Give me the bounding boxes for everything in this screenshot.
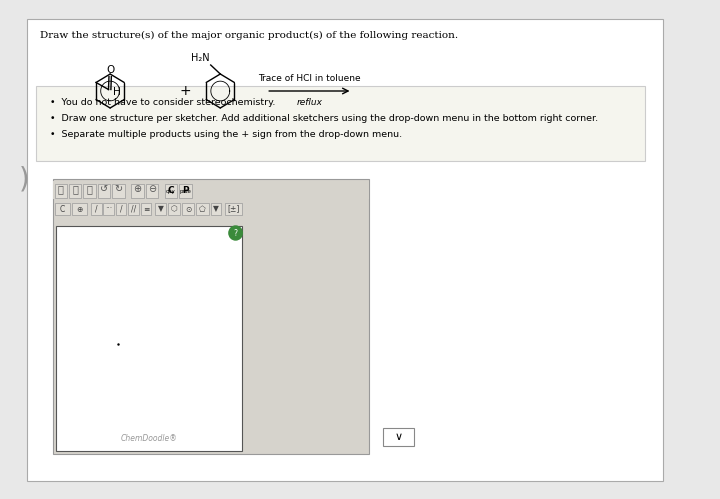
Text: O: O <box>107 65 114 75</box>
Bar <box>72 203 87 215</box>
Bar <box>383 428 414 446</box>
Text: Draw the structure(s) of the major organic product(s) of the following reaction.: Draw the structure(s) of the major organ… <box>40 31 459 40</box>
Bar <box>69 184 81 198</box>
Text: /: / <box>95 205 98 214</box>
Text: cpy: cpy <box>166 189 176 194</box>
Bar <box>131 184 144 198</box>
Text: •  Draw one structure per sketcher. Add additional sketchers using the drop-down: • Draw one structure per sketcher. Add a… <box>50 114 598 123</box>
Text: //: // <box>131 205 136 214</box>
Text: ≡: ≡ <box>143 205 149 214</box>
Bar <box>165 184 177 198</box>
Text: ▼: ▼ <box>158 205 163 214</box>
Text: •  Separate multiple products using the + sign from the drop-down menu.: • Separate multiple products using the +… <box>50 130 402 139</box>
Bar <box>182 203 194 215</box>
Bar <box>98 184 110 198</box>
Text: Trace of HCl in toluene: Trace of HCl in toluene <box>258 74 361 83</box>
Text: ⊕: ⊕ <box>76 205 83 214</box>
Text: H: H <box>113 86 121 96</box>
Text: ▼: ▼ <box>213 205 219 214</box>
Bar <box>168 203 180 215</box>
Text: /: / <box>120 205 122 214</box>
Text: 🔒: 🔒 <box>72 184 78 194</box>
Bar <box>112 184 125 198</box>
Text: ?: ? <box>233 229 238 238</box>
Text: •  You do not have to consider stereochemistry.: • You do not have to consider stereochem… <box>50 98 275 107</box>
Text: ↻: ↻ <box>114 184 122 194</box>
Bar <box>197 203 209 215</box>
Text: ···: ··· <box>105 205 112 214</box>
Bar <box>179 184 192 198</box>
Bar <box>53 179 369 454</box>
Text: ∨: ∨ <box>395 432 402 442</box>
Bar <box>91 203 102 215</box>
Text: [±]: [±] <box>228 205 240 214</box>
Bar <box>104 203 114 215</box>
Bar <box>128 203 139 215</box>
Text: P: P <box>182 186 189 195</box>
Text: ChemDoodle®: ChemDoodle® <box>120 434 177 443</box>
Text: ⊖: ⊖ <box>148 184 156 194</box>
Bar <box>155 203 166 215</box>
Text: ✋: ✋ <box>58 184 64 194</box>
Text: 🩹: 🩹 <box>86 184 92 194</box>
Bar <box>55 226 243 451</box>
Bar <box>55 184 67 198</box>
Bar <box>211 203 221 215</box>
Text: C: C <box>60 205 65 214</box>
Text: ): ) <box>19 165 30 193</box>
Text: ⊕: ⊕ <box>133 184 142 194</box>
Circle shape <box>229 226 243 240</box>
Text: ⬠: ⬠ <box>199 205 206 214</box>
Text: ⬡: ⬡ <box>171 205 177 214</box>
Bar <box>116 203 127 215</box>
Text: ↺: ↺ <box>100 184 108 194</box>
Text: H₂N: H₂N <box>191 53 210 63</box>
Text: pste: pste <box>179 189 192 194</box>
Bar <box>37 86 644 161</box>
Text: C: C <box>168 186 174 195</box>
Text: +: + <box>179 84 191 98</box>
Text: reflux: reflux <box>297 98 323 107</box>
Bar <box>225 203 243 215</box>
Text: ⊙: ⊙ <box>185 205 192 214</box>
Bar <box>84 184 96 198</box>
Bar <box>53 181 369 199</box>
Bar <box>141 203 151 215</box>
Bar <box>55 203 70 215</box>
Bar <box>145 184 158 198</box>
